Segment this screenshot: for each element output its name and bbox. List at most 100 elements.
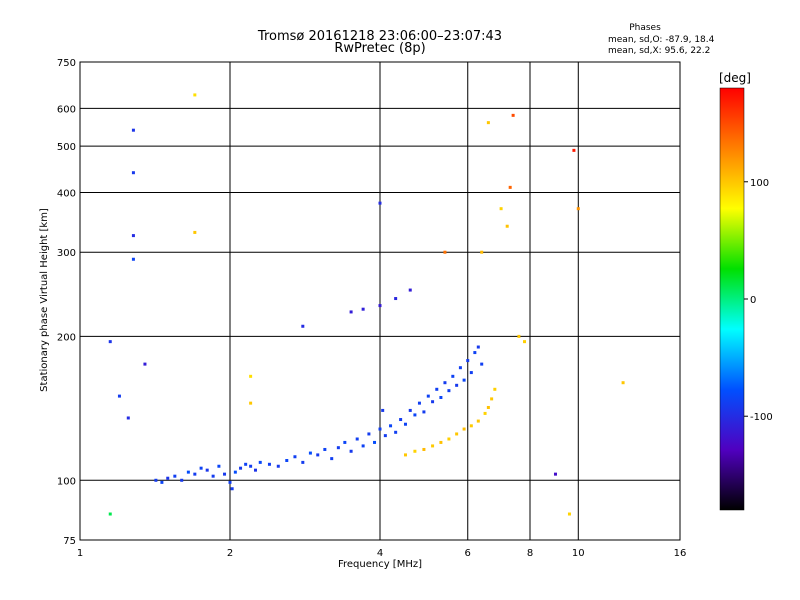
- data-point: [253, 468, 257, 472]
- data-point: [455, 383, 459, 387]
- data-point: [422, 410, 426, 414]
- data-point: [143, 362, 147, 366]
- data-point: [399, 418, 403, 422]
- data-point: [426, 394, 430, 398]
- colorbar-tick-label: 100: [750, 178, 769, 189]
- data-point: [394, 430, 398, 434]
- data-point: [517, 334, 521, 338]
- data-point: [469, 424, 473, 428]
- data-point: [451, 374, 455, 378]
- data-point: [505, 224, 509, 228]
- data-point: [126, 416, 130, 420]
- data-point: [258, 460, 262, 464]
- data-point: [361, 444, 365, 448]
- data-point: [154, 478, 158, 482]
- data-point: [193, 472, 197, 476]
- data-point: [572, 148, 576, 152]
- data-point: [476, 345, 480, 349]
- y-tick-label: 75: [63, 536, 76, 547]
- data-point: [217, 464, 221, 468]
- data-point: [336, 446, 340, 450]
- data-point: [276, 464, 280, 468]
- y-axis-label: Stationary phase Virtual Height [km]: [39, 208, 50, 392]
- data-point: [131, 234, 135, 238]
- data-point: [431, 400, 435, 404]
- data-point: [249, 464, 253, 468]
- data-point: [466, 359, 470, 363]
- data-point: [301, 324, 305, 328]
- colorbar-tick-label: -100: [750, 412, 773, 423]
- data-point: [408, 288, 412, 292]
- data-point: [443, 381, 447, 385]
- data-point: [389, 424, 393, 428]
- x-axis-label: Frequency [MHz]: [338, 559, 422, 570]
- x-tick-label: 6: [465, 548, 471, 559]
- data-point: [267, 462, 271, 466]
- plot-frame: [79, 61, 681, 541]
- data-point: [383, 434, 387, 438]
- data-point: [621, 381, 625, 385]
- data-point: [373, 440, 377, 444]
- data-point: [486, 405, 490, 409]
- x-tick-label: 4: [377, 548, 383, 559]
- data-point: [308, 451, 312, 455]
- colorbar-tick-label: 0: [750, 295, 756, 306]
- data-point: [462, 427, 466, 431]
- y-tick-label: 300: [57, 248, 76, 259]
- data-point: [223, 472, 227, 476]
- data-point: [355, 437, 359, 441]
- data-point: [443, 250, 447, 254]
- data-point: [131, 257, 135, 261]
- data-point: [316, 453, 320, 457]
- data-point: [367, 432, 371, 436]
- data-point: [403, 422, 407, 426]
- data-point: [480, 250, 484, 254]
- data-point: [108, 512, 112, 516]
- data-point: [239, 466, 243, 470]
- data-point: [511, 113, 515, 117]
- data-point: [394, 297, 398, 301]
- data-point: [486, 121, 490, 125]
- colorbar-ticks: 100 0 -100: [744, 178, 773, 423]
- data-point: [476, 419, 480, 423]
- data-point: [447, 437, 451, 441]
- data-point: [435, 387, 439, 391]
- data-point: [431, 444, 435, 448]
- data-point: [378, 427, 382, 431]
- data-point: [439, 440, 443, 444]
- chart-title-line2: RwPretec (8p): [334, 41, 425, 56]
- grid: [80, 62, 680, 540]
- chart-title-line1: Tromsø 20161218 23:06:00–23:07:43: [257, 29, 502, 44]
- phases-line-o: mean, sd,O: -87.9, 18.4: [608, 35, 715, 45]
- phases-line-x: mean, sd,X: 95.6, 22.2: [608, 46, 710, 56]
- data-point: [244, 462, 248, 466]
- y-tick-label: 400: [57, 188, 76, 199]
- colorbar: [719, 87, 745, 511]
- y-tick-label: 100: [57, 476, 76, 487]
- data-point: [417, 401, 421, 405]
- y-tick-label: 600: [57, 104, 76, 115]
- colorbar-label: [deg]: [719, 71, 751, 85]
- data-point: [230, 487, 234, 491]
- data-point: [233, 470, 237, 474]
- data-point: [381, 408, 385, 412]
- data-point: [378, 304, 382, 308]
- data-point: [508, 185, 512, 189]
- data-point: [490, 397, 494, 401]
- data-point: [480, 362, 484, 366]
- data-point: [361, 307, 365, 311]
- data-point: [343, 440, 347, 444]
- data-point: [462, 378, 466, 382]
- data-point: [447, 389, 451, 393]
- data-point: [186, 470, 190, 474]
- x-tick-label: 8: [527, 548, 533, 559]
- data-point: [567, 512, 571, 516]
- data-point: [108, 340, 112, 344]
- x-tick-label: 10: [572, 548, 585, 559]
- data-point: [378, 201, 382, 205]
- y-tick-label: 500: [57, 142, 76, 153]
- data-point: [349, 310, 353, 314]
- data-point: [455, 432, 459, 436]
- data-point: [458, 366, 462, 370]
- data-point: [199, 466, 203, 470]
